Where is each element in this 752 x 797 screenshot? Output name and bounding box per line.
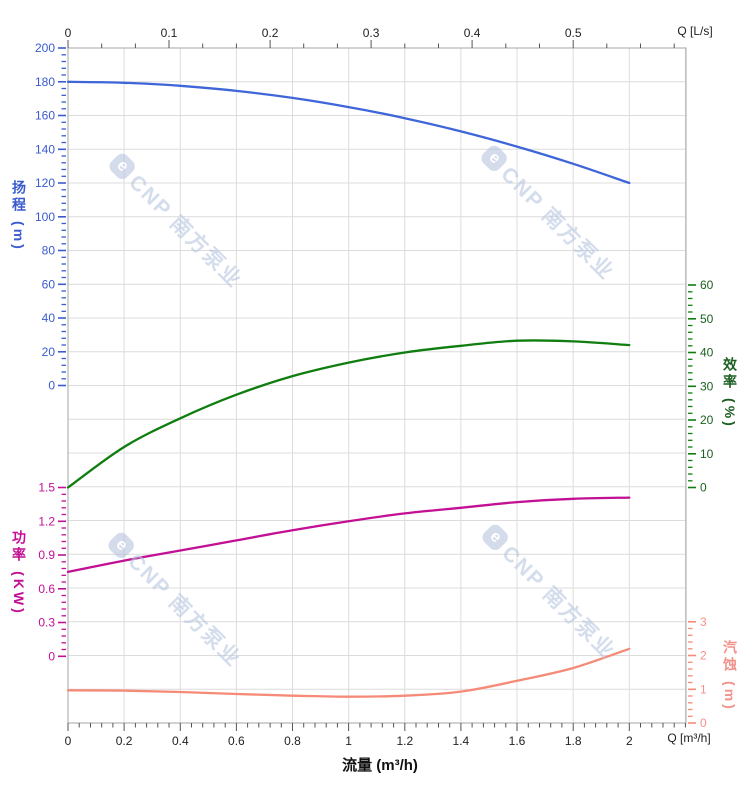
top-axis-tick-label: 0.2 [262, 26, 279, 40]
efficiency-axis-tick-label: 60 [700, 278, 714, 292]
head-axis-tick-label: 20 [42, 345, 56, 359]
npsh-axis-ticks [688, 620, 696, 724]
npsh-axis-tick-label: 2 [700, 649, 707, 663]
head-axis-tick-label: 140 [35, 142, 55, 156]
top-axis-tick-label: 0.3 [363, 26, 380, 40]
efficiency-curve [66, 339, 631, 489]
efficiency-axis-title: 效率 (%) [722, 357, 738, 429]
top-axis-tick-label: 0.1 [161, 26, 178, 40]
npsh-curve [66, 647, 631, 698]
grid-lines [67, 47, 686, 724]
head-axis-ticks [58, 47, 66, 387]
head-curve [66, 80, 631, 185]
head-axis-tick-label: 180 [35, 75, 55, 89]
power-axis-tick-label: 1.5 [38, 481, 55, 495]
bottom-axis-tick-label: 1.4 [453, 734, 470, 748]
head-axis-tick-label: 40 [42, 311, 56, 325]
bottom-axis-tick-label: 0.6 [228, 734, 245, 748]
efficiency-axis-ticks [688, 284, 696, 489]
power-axis-tick-label: 0 [48, 650, 55, 664]
head-axis-tick-label: 160 [35, 109, 55, 123]
head-axis-tick-label: 60 [42, 277, 56, 291]
efficiency-axis-tick-label: 50 [700, 312, 714, 326]
head-axis-tick-label: 120 [35, 176, 55, 190]
bottom-axis-ticks [67, 723, 686, 731]
efficiency-axis-tick-label: 20 [700, 413, 714, 427]
top-axis-tick-label: 0.5 [565, 26, 582, 40]
bottom-axis-tick-label: 0.2 [116, 734, 133, 748]
power-axis-tick-label: 0.6 [38, 582, 55, 596]
npsh-axis-tick-label: 0 [700, 716, 707, 730]
power-axis-tick-label: 0.9 [38, 548, 55, 562]
bottom-axis-tick-label: 1 [345, 734, 352, 748]
head-axis-tick-label: 0 [48, 379, 55, 393]
plot-border [67, 47, 687, 724]
top-axis-unit-label: Q [L/s] [677, 24, 713, 38]
bottom-axis-tick-label: 2 [626, 734, 633, 748]
top-axis-tick-label: 0.4 [464, 26, 481, 40]
bottom-axis-tick-label: 0.4 [172, 734, 189, 748]
head-axis-tick-label: 200 [35, 41, 55, 55]
efficiency-axis-tick-label: 40 [700, 346, 714, 360]
head-axis-title: 扬程 (m) [11, 180, 27, 252]
npsh-axis-tick-label: 1 [700, 683, 707, 697]
head-axis-tick-label: 80 [42, 244, 56, 258]
top-axis-tick-label: 0 [65, 26, 72, 40]
bottom-axis-tick-label: 1.2 [396, 734, 413, 748]
head-axis-tick-label: 100 [35, 210, 55, 224]
power-axis-tick-label: 0.3 [38, 616, 55, 630]
power-axis-tick-label: 1.2 [38, 515, 55, 529]
flow-axis-title: 流量 (m³/h) [342, 757, 418, 774]
efficiency-axis-tick-label: 10 [700, 447, 714, 461]
top-axis-ticks [67, 40, 675, 48]
npsh-axis-title: 汽蚀 (m) [722, 640, 738, 712]
bottom-axis-unit-label: Q [m³/h] [667, 731, 711, 745]
efficiency-axis-tick-label: 30 [700, 379, 714, 393]
bottom-axis-tick-label: 1.8 [565, 734, 582, 748]
power-axis-title: 功率 (KW) [11, 530, 27, 616]
bottom-axis-tick-label: 0.8 [284, 734, 301, 748]
power-axis-ticks [58, 486, 66, 658]
bottom-axis-tick-label: 0 [65, 734, 72, 748]
npsh-axis-tick-label: 3 [700, 615, 707, 629]
bottom-axis-tick-label: 1.6 [509, 734, 526, 748]
efficiency-axis-tick-label: 0 [700, 481, 707, 495]
power-curve [66, 496, 631, 574]
